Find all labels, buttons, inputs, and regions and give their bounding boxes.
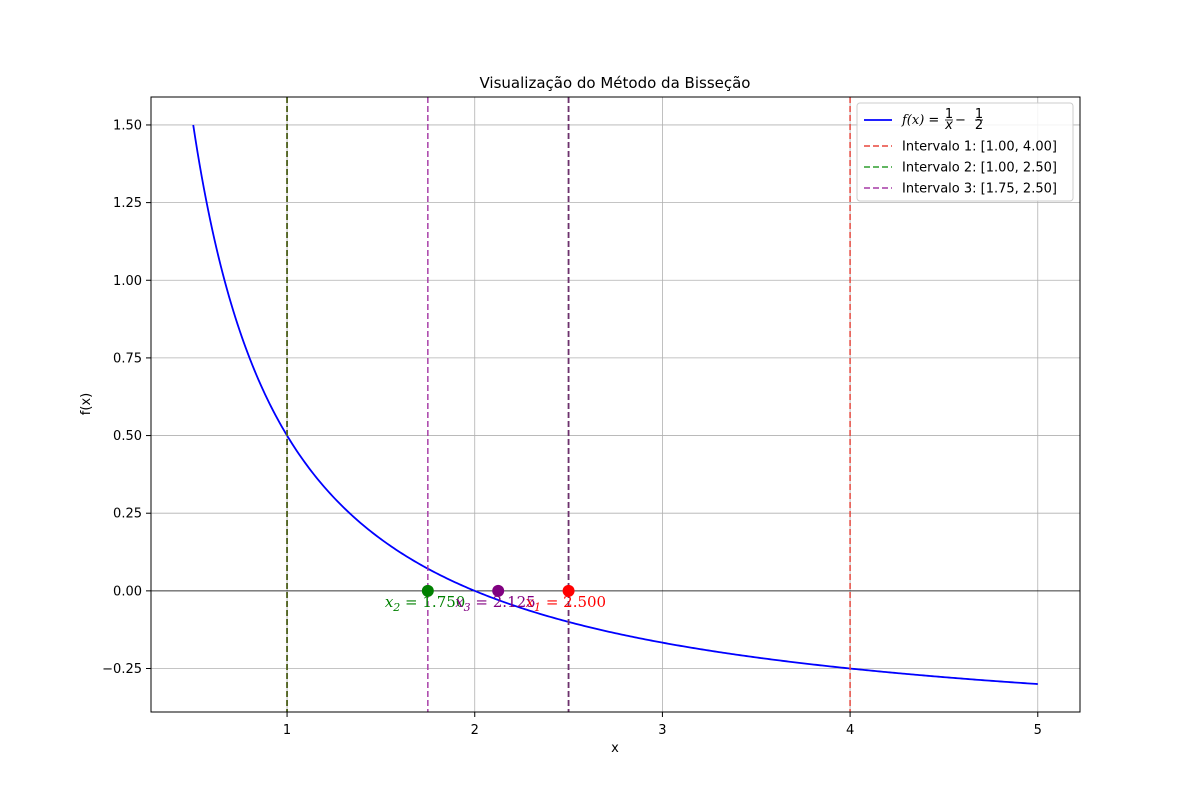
y-tick-label-0: −0.25 xyxy=(102,662,142,677)
midpoint-label-value-3: = 2.125 xyxy=(471,593,536,611)
x-tick-label-1: 2 xyxy=(471,723,479,738)
midpoint-label-1: x1 = 2.500 xyxy=(526,593,607,614)
x-tick-label-2: 3 xyxy=(658,723,666,738)
y-tick-label-1: 0.00 xyxy=(113,584,142,599)
midpoint-label-2: x2 = 1.750 xyxy=(385,593,466,614)
legend-fn-num1: 1 xyxy=(945,107,953,122)
y-tick-label-3: 0.50 xyxy=(113,429,142,444)
midpoint-1 xyxy=(562,584,575,597)
midpoint-3 xyxy=(492,584,505,597)
y-tick-label-2: 0.25 xyxy=(113,507,142,522)
y-tick-label-7: 1.50 xyxy=(113,118,142,133)
legend-label-interval-3: Intervalo 3: [1.75, 2.50] xyxy=(902,182,1057,197)
legend-fn-lhs: f(x) xyxy=(901,113,924,128)
midpoint-label-sub-3: 3 xyxy=(464,601,471,614)
function-curve xyxy=(192,124,1038,685)
y-tick-label-4: 0.75 xyxy=(113,351,142,366)
legend-fn-den1: x xyxy=(944,118,953,133)
legend-label-interval-1: Intervalo 1: [1.00, 4.00] xyxy=(902,140,1057,155)
midpoint-label-sub-1: 1 xyxy=(534,601,541,614)
midpoint-2 xyxy=(421,584,434,597)
legend-fn-eq: = xyxy=(924,113,939,128)
legend-fn-den2: 2 xyxy=(975,118,983,133)
legend-box xyxy=(856,102,1074,202)
midpoint-label-3: x3 = 2.125 xyxy=(455,593,536,614)
midpoint-label-base-2: x xyxy=(385,593,394,611)
legend-label-interval-2: Intervalo 2: [1.00, 2.50] xyxy=(902,161,1057,176)
axes-frame xyxy=(150,96,1081,713)
x-tick-label-4: 5 xyxy=(1034,723,1042,738)
x-axis-title: x xyxy=(611,741,619,756)
legend-fn-num2: 1 xyxy=(975,107,983,122)
y-axis-title: f(x) xyxy=(79,393,94,415)
y-tick-label-5: 1.00 xyxy=(113,274,142,289)
midpoint-label-value-2: = 1.750 xyxy=(400,593,465,611)
midpoint-label-value-1: = 2.500 xyxy=(541,593,606,611)
chart-title: Visualização do Método da Bisseção xyxy=(480,74,751,92)
legend-fn-minus: − xyxy=(955,113,966,128)
midpoint-label-base-3: x xyxy=(455,593,464,611)
x-tick-label-3: 4 xyxy=(846,723,854,738)
midpoint-label-sub-2: 2 xyxy=(392,601,400,614)
y-tick-label-6: 1.25 xyxy=(113,196,142,211)
legend-label-function: f(x) = xyxy=(901,113,939,128)
midpoint-label-base-1: x xyxy=(526,593,535,611)
x-tick-label-0: 1 xyxy=(283,723,291,738)
